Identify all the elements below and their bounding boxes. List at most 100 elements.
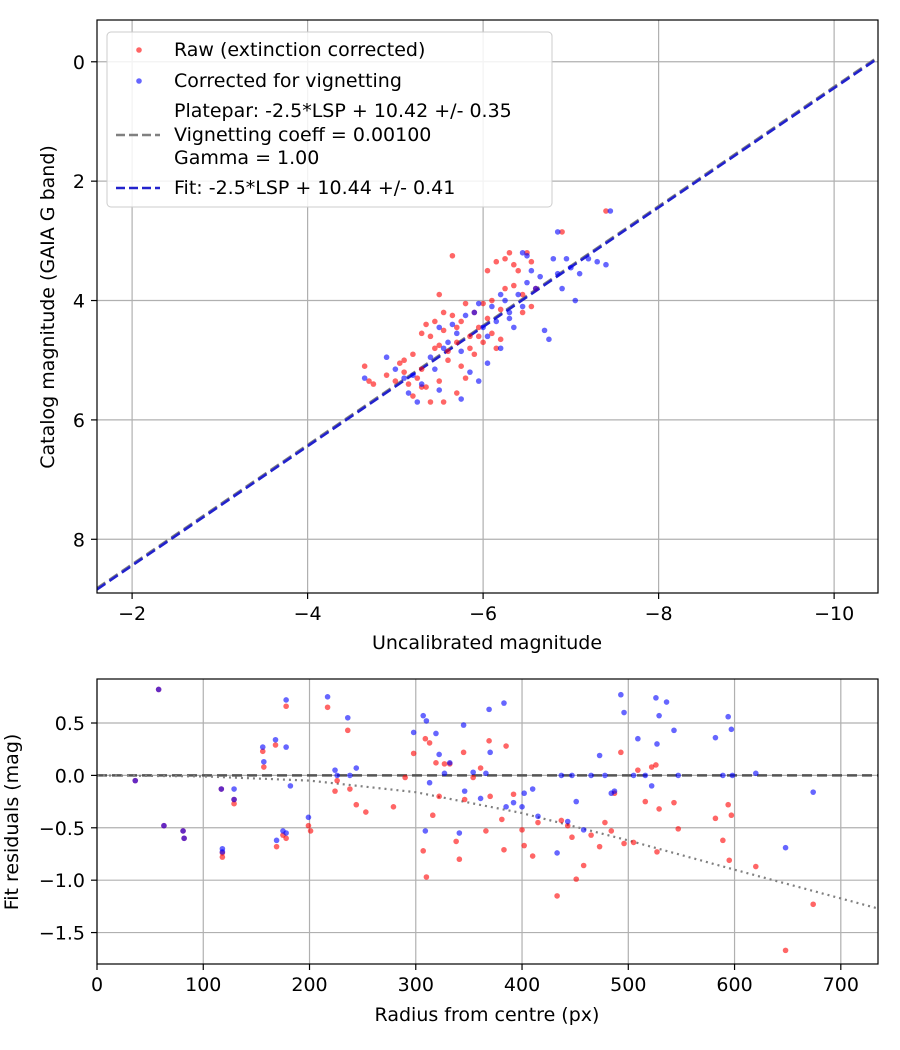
raw-point [502,255,508,262]
raw-point [370,381,377,387]
corrected-point [532,285,539,292]
legend-raw-label: Raw (extinction corrected) [174,39,425,61]
corrected-point [283,744,289,750]
raw-point [726,857,733,864]
x-tick-label: −2 [118,603,146,625]
raw-point [501,846,507,853]
y-tick-label: −0.5 [39,818,85,840]
x-tick-label: 200 [291,974,327,996]
corrected-point [287,783,294,789]
raw-point [453,339,460,346]
corrected-point [506,309,513,316]
corrected-point [432,366,438,372]
corrected-point [642,772,649,779]
raw-point [436,378,443,384]
raw-point [588,832,594,838]
raw-point [648,764,655,770]
raw-point [497,336,504,343]
raw-point [462,300,469,307]
corrected-point [675,772,682,779]
raw-point [219,854,226,860]
corrected-point [671,727,677,734]
y-tick-label: 2 [73,171,85,193]
raw-point [712,815,719,822]
raw-point [392,378,399,384]
corrected-point [361,375,368,381]
corrected-point [554,229,561,235]
raw-point [307,828,314,834]
raw-point [429,812,436,819]
raw-point [671,799,677,806]
corrected-point [535,813,541,820]
raw-point [410,393,416,399]
corrected-point [475,300,482,307]
raw-point [440,309,447,316]
corrected-point [511,324,517,331]
raw-point [440,327,447,334]
corrected-point [475,378,482,384]
raw-point [477,765,484,771]
raw-point [653,762,659,768]
raw-point [273,843,280,850]
raw-point [521,842,527,849]
corrected-point [180,828,186,834]
x-tick-label: −8 [645,603,673,625]
raw-point [720,837,726,844]
corrected-point [324,694,331,700]
residuals-scatter-plot: 0 100 200 300 400 500 600 700 0.5 0.0 −0.5 −1.0 −1.5… [1,678,879,1026]
raw-point [418,366,425,372]
raw-point [486,738,492,744]
raw-point [363,809,369,815]
raw-point [283,835,289,842]
corrected-point [259,744,266,750]
raw-point [440,399,447,405]
corrected-point [782,844,789,851]
raw-point [436,793,442,800]
legend-corrected-marker [136,78,142,84]
corrected-point [502,297,508,304]
corrected-point [392,366,399,372]
raw-point [410,750,417,757]
legend-platepar-line-3: Gamma = 1.00 [174,147,319,169]
corrected-point [445,339,451,346]
corrected-point [501,700,507,706]
raw-point [445,348,451,355]
corrected-point [588,772,594,779]
corrected-point [383,354,390,361]
corrected-point [621,709,627,716]
legend-raw-marker [136,47,142,53]
raw-point [519,309,526,316]
corrected-point [480,324,486,331]
corrected-point [611,788,618,794]
x-tick-label: −10 [814,603,854,625]
raw-point [453,838,459,845]
raw-point [529,853,536,859]
raw-point [608,828,615,834]
raw-point [361,363,368,369]
x-tick-label: 300 [398,974,434,996]
raw-point [366,378,372,384]
raw-point [441,761,448,767]
corrected-point [433,730,439,737]
corrected-point [594,258,600,265]
raw-point [621,840,627,847]
raw-point [401,369,407,375]
raw-point [432,345,438,352]
y-tick-label: 8 [73,529,85,551]
raw-point [261,764,267,770]
corrected-point [497,345,504,352]
top-y-axis-label: Catalog magnitude (GAIA G band) [37,145,59,469]
corrected-point [656,712,662,719]
raw-point [554,893,560,899]
y-tick-label: 0 [73,52,85,74]
corrected-point [418,381,425,387]
corrected-point [458,348,464,355]
corrected-point [515,291,522,298]
raw-point [458,363,464,369]
corrected-point [728,726,735,733]
raw-point [519,827,525,833]
corrected-point [648,783,655,789]
corrected-point [347,772,353,779]
